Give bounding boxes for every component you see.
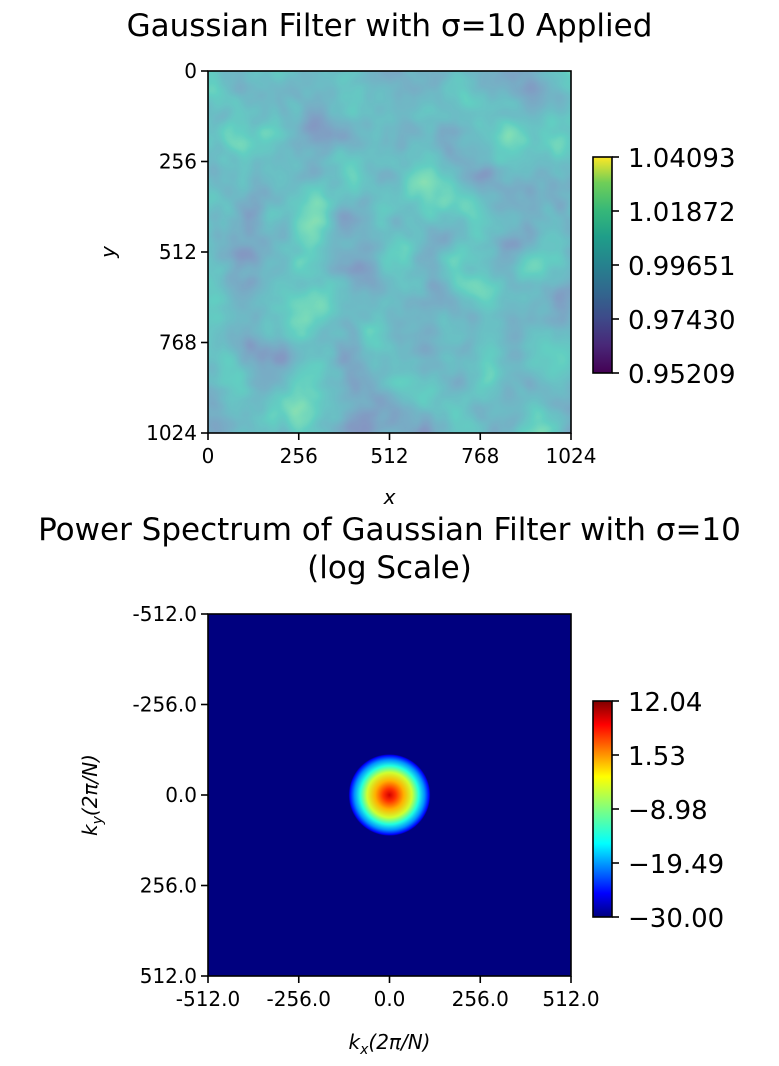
chart-1-colorbar-ticks: 0.95209 0.97430 0.99651 1.01872 1.04093 [612,144,736,390]
chart-2-title-line-2: (log Scale) [307,550,472,586]
chart-1-x-tick-label: 256 [280,444,318,468]
chart-2-y-label-main: k [78,823,102,836]
chart-2-spectrum-blob [348,754,431,836]
chart-1-y-ticks: 0 256 512 768 1024 [146,59,208,445]
chart-1-y-tick-label: 0 [184,59,197,83]
chart-2-plot-area [207,613,572,977]
chart-1-y-tick-label: 768 [159,331,197,355]
chart-2-x-ticks: -512.0 -256.0 0.0 256.0 512.0 [176,976,600,1011]
chart-2-colorbar [592,700,613,918]
chart-2-y-tick-label: 256.0 [140,874,197,898]
chart-2-x-tick-label: 0.0 [374,987,406,1011]
chart-2-x-label-sub: x [359,1042,369,1058]
chart-2-x-label-rest: (2π/N) [368,1030,430,1054]
chart-2-y-tick-label: -256.0 [133,693,197,717]
chart-1-x-tick-label: 0 [202,444,215,468]
chart-2-x-tick-label: 256.0 [452,987,509,1011]
chart-1-plot-area [207,70,572,434]
chart-1-y-tick-label: 512 [159,240,197,264]
chart-2-y-label-sub: y [90,815,106,825]
chart-2-x-tick-label: -512.0 [176,987,240,1011]
chart-2-colorbar-tick-label: 12.04 [628,688,702,718]
chart-2-x-axis-label: kx(2π/N) [349,1030,431,1058]
chart-2-title-line-1: Power Spectrum of Gaussian Filter with σ… [38,512,741,548]
chart-2-y-tick-label: 0.0 [165,783,197,807]
chart-1-x-tick-label: 512 [370,444,408,468]
chart-2-x-label-main: k [349,1030,362,1054]
chart-1-y-tick-label: 256 [159,150,197,174]
chart-1-x-ticks: 0 256 512 768 1024 [202,433,597,468]
chart-2-y-label-rest: (2π/N) [78,754,102,816]
chart-2-colorbar-tick-label: −8.98 [628,796,708,826]
chart-1-heatmap-image [208,71,571,433]
chart-2-x-tick-label: 512.0 [542,987,599,1011]
chart-1-x-tick-label: 1024 [546,444,597,468]
chart-1-colorbar-tick-label: 0.99651 [628,252,736,282]
chart-2-colorbar-tick-label: 1.53 [628,742,686,772]
chart-2-y-tick-label: 512.0 [140,964,197,988]
chart-1-colorbar [592,156,613,374]
chart-1-colorbar-tick-label: 1.01872 [628,198,736,228]
chart-2-colorbar-gradient [592,700,613,918]
chart-1-colorbar-gradient [592,156,613,374]
chart-1-x-axis-label: x [383,485,396,509]
chart-1-colorbar-tick-label: 1.04093 [628,144,736,174]
chart-1-colorbar-tick-label: 0.95209 [628,360,736,390]
chart-2-colorbar-ticks: −30.00 −19.49 −8.98 1.53 12.04 [612,688,724,934]
chart-1-y-axis-label: y [96,245,120,259]
chart-2-y-tick-label: -512.0 [133,602,197,626]
chart-2-colorbar-tick-label: −30.00 [628,904,724,934]
chart-1-y-tick-label: 1024 [146,421,197,445]
chart-2-y-ticks: -512.0 -256.0 0.0 256.0 512.0 [133,602,208,988]
chart-2-x-tick-label: -256.0 [267,987,331,1011]
chart-1-title: Gaussian Filter with σ=10 Applied [127,8,653,44]
chart-2-y-axis-label: ky(2π/N) [78,754,106,836]
chart-2-colorbar-tick-label: −19.49 [628,850,724,880]
chart-1-x-tick-label: 768 [461,444,499,468]
chart-1-colorbar-tick-label: 0.97430 [628,306,736,336]
